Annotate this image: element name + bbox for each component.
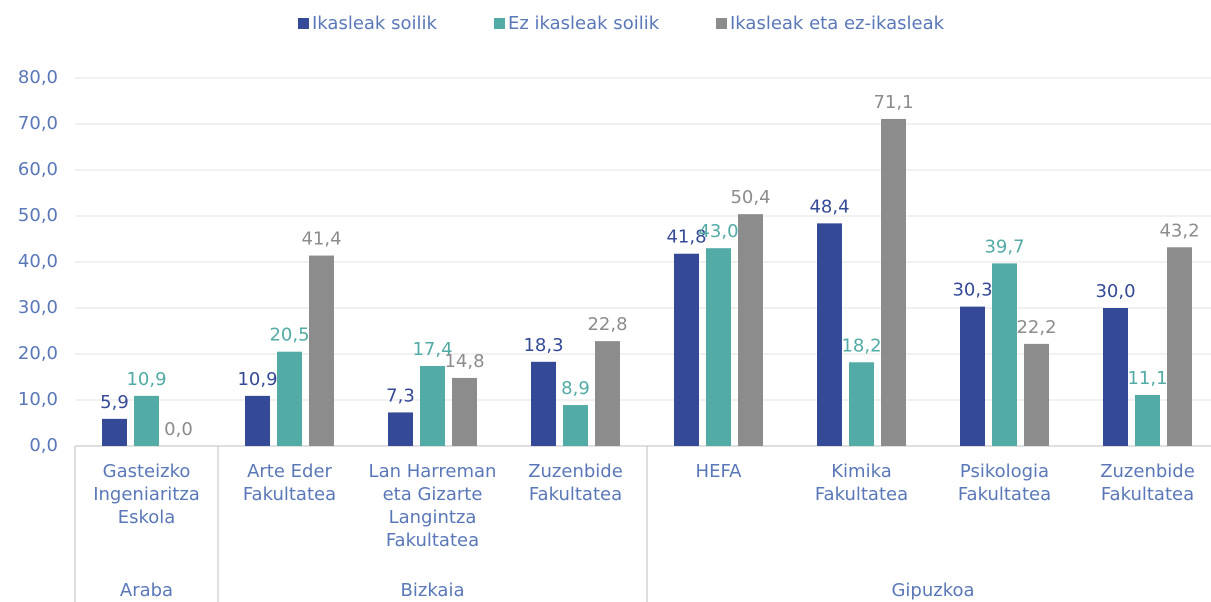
y-tick-label: 0,0: [29, 435, 58, 456]
bar: [674, 253, 699, 446]
y-tick-label: 10,0: [18, 389, 58, 410]
data-label: 20,5: [269, 325, 309, 346]
x-tick-label: Zuzenbide Fakultatea: [528, 461, 623, 505]
bar: [992, 263, 1017, 446]
bar: [1167, 247, 1192, 446]
y-tick-label: 60,0: [18, 159, 58, 180]
data-label: 41,4: [301, 229, 341, 250]
bar: [102, 418, 127, 446]
y-tick-label: 70,0: [18, 113, 58, 134]
y-tick-label: 80,0: [18, 67, 58, 88]
bar: [563, 405, 588, 446]
group-label: Gipuzkoa: [891, 580, 975, 601]
legend-swatch: [494, 18, 505, 29]
legend-label: Ikasleak soilik: [312, 13, 437, 34]
data-label: 11,1: [1127, 368, 1167, 389]
data-label: 7,3: [386, 385, 415, 406]
data-label: 30,0: [1095, 281, 1135, 302]
data-label: 22,8: [587, 314, 627, 335]
data-label: 43,0: [698, 221, 738, 242]
bar: [452, 377, 477, 446]
data-label: 48,4: [809, 196, 849, 217]
x-tick-label: Psikologia Fakultatea: [957, 461, 1052, 505]
data-label: 0,0: [164, 419, 193, 440]
data-label: 10,9: [237, 369, 277, 390]
data-label: 22,2: [1016, 317, 1056, 338]
bar: [817, 223, 842, 446]
legend-label: Ez ikasleak soilik: [508, 13, 660, 34]
bar: [309, 255, 334, 446]
data-label: 14,8: [444, 351, 484, 372]
bar: [245, 395, 270, 446]
bar: [849, 362, 874, 446]
bar: [1024, 343, 1049, 446]
x-tick-label: Kimika Fakultatea: [814, 461, 909, 505]
data-label: 39,7: [984, 236, 1024, 257]
bar: [881, 118, 906, 446]
data-label: 17,4: [412, 339, 452, 360]
x-tick-label: Gasteizko Ingeniaritza Eskola: [93, 461, 200, 528]
bar: [134, 395, 159, 446]
legend-swatch: [716, 18, 727, 29]
data-label: 18,2: [841, 335, 881, 356]
y-tick-label: 30,0: [18, 297, 58, 318]
y-tick-label: 40,0: [18, 251, 58, 272]
x-tick-label: Zuzenbide Fakultatea: [1100, 461, 1195, 505]
bar: [277, 351, 302, 446]
bar: [1103, 308, 1128, 446]
x-tick-label: Lan Harreman eta Gizarte Langintza Fakul…: [368, 461, 497, 551]
group-label: Araba: [119, 580, 174, 601]
data-label: 71,1: [873, 92, 913, 113]
data-label: 5,9: [100, 392, 129, 413]
y-tick-label: 20,0: [18, 343, 58, 364]
data-label: 50,4: [730, 187, 770, 208]
data-label: 43,2: [1159, 220, 1199, 241]
bar: [420, 365, 445, 446]
data-label: 10,9: [126, 369, 166, 390]
legend-label: Ikasleak eta ez-ikasleak: [730, 13, 945, 34]
bar: [738, 214, 763, 446]
x-tick-label: HEFA: [695, 461, 742, 482]
bar: [706, 248, 731, 446]
bar: [960, 306, 985, 446]
data-label: 18,3: [523, 335, 563, 356]
data-label: 30,3: [952, 280, 992, 301]
data-label: 41,8: [666, 227, 706, 248]
bar: [531, 361, 556, 446]
y-tick-label: 50,0: [18, 205, 58, 226]
x-tick-label: Arte Eder Fakultatea: [242, 461, 337, 505]
bar: [1135, 394, 1160, 446]
bar: [595, 341, 620, 446]
group-label: Bizkaia: [400, 580, 465, 601]
data-label: 8,9: [561, 378, 590, 399]
bar: [388, 412, 413, 446]
legend-swatch: [298, 18, 309, 29]
